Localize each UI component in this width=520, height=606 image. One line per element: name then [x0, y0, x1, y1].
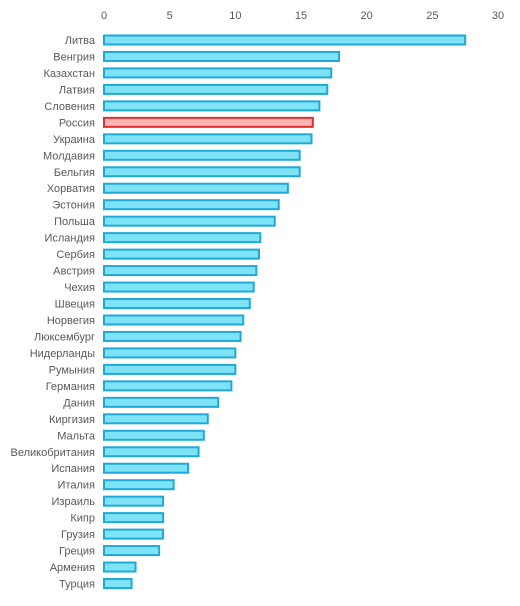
x-tick-label: 0 — [101, 10, 107, 22]
bar — [103, 330, 242, 342]
category-label: Чехия — [64, 282, 95, 294]
category-label: Латвия — [59, 84, 95, 96]
category-label: Армения — [50, 562, 95, 574]
bar — [103, 67, 333, 79]
x-tick-label: 25 — [426, 10, 438, 22]
bar — [103, 314, 245, 326]
category-label: Люксембург — [34, 331, 95, 343]
bar — [103, 182, 289, 194]
bar — [103, 396, 220, 408]
category-label: Литва — [65, 35, 96, 47]
bar — [103, 298, 251, 310]
category-label: Эстония — [52, 200, 95, 212]
category-label: Польша — [54, 216, 96, 228]
category-label: Швеция — [55, 299, 95, 311]
bar — [103, 380, 233, 392]
x-tick-label: 5 — [167, 10, 173, 22]
bar — [103, 100, 321, 112]
category-label: Германия — [46, 381, 95, 393]
bar — [103, 462, 190, 474]
category-label: Исландия — [44, 233, 95, 245]
category-label: Мальта — [57, 430, 96, 442]
bar — [103, 528, 165, 540]
category-label: Кипр — [70, 513, 95, 525]
category-label: Украина — [53, 134, 96, 146]
category-label: Словения — [44, 101, 95, 113]
category-label: Россия — [59, 117, 95, 129]
bar — [103, 512, 165, 524]
category-label: Хорватия — [47, 183, 95, 195]
category-label: Грузия — [61, 529, 95, 541]
x-tick-label: 15 — [295, 10, 307, 22]
category-label: Казахстан — [43, 68, 95, 80]
category-label: Великобритания — [11, 447, 96, 459]
category-label: Киргизия — [49, 414, 95, 426]
bar — [103, 199, 280, 211]
bar — [103, 561, 137, 573]
bar — [103, 215, 276, 227]
bar — [103, 347, 237, 359]
bar — [103, 133, 313, 145]
x-tick-label: 20 — [361, 10, 373, 22]
bar — [103, 265, 258, 277]
category-label: Испания — [51, 463, 95, 475]
bar — [103, 446, 200, 458]
bar — [103, 413, 209, 425]
bar — [103, 83, 329, 95]
bar — [103, 166, 301, 178]
category-label: Нидерланды — [30, 348, 95, 360]
bar — [103, 281, 255, 293]
category-label: Израиль — [52, 496, 96, 508]
category-label: Румыния — [49, 364, 95, 376]
category-labels: Литва Венгрия Казахстан Латвия Словения Росси… — [11, 35, 96, 591]
category-label: Норвегия — [47, 315, 95, 327]
category-label: Дания — [63, 397, 95, 409]
bar — [103, 429, 205, 441]
bar — [103, 363, 237, 375]
highlighted-bar — [103, 116, 314, 128]
bar — [103, 149, 301, 161]
category-label: Греция — [59, 546, 95, 558]
x-tick-label: 30 — [492, 10, 504, 22]
category-label: Бельгия — [54, 167, 95, 179]
category-label: Турция — [59, 579, 95, 591]
category-label: Молдавия — [43, 150, 95, 162]
category-label: Австрия — [53, 266, 95, 278]
bar — [103, 34, 467, 46]
category-label: Сербия — [56, 249, 95, 261]
bar — [103, 248, 260, 260]
bar — [103, 232, 262, 244]
bar — [103, 578, 133, 590]
bar — [103, 479, 175, 491]
x-axis-ticks: 0 5 10 15 20 25 30 — [101, 10, 504, 22]
bars — [103, 34, 467, 590]
category-label: Венгрия — [53, 51, 95, 63]
bar — [103, 495, 165, 507]
x-tick-label: 10 — [229, 10, 241, 22]
bar — [103, 545, 161, 557]
category-label: Италия — [58, 480, 96, 492]
bar — [103, 50, 341, 62]
